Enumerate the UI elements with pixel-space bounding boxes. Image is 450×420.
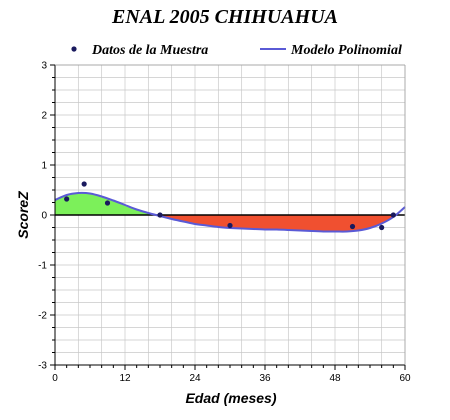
data-point: [104, 200, 111, 206]
x-tick-label: 24: [189, 373, 201, 384]
data-point: [379, 224, 385, 231]
x-tick-label: 0: [52, 373, 58, 384]
x-axis-label: Edad (meses): [185, 390, 276, 406]
data-point: [390, 212, 396, 218]
legend-marker-sample: [71, 46, 77, 52]
data-point: [157, 212, 163, 218]
legend: Datos de la Muestra Modelo Polinomial: [71, 43, 402, 58]
y-tick-label: -1: [38, 261, 47, 272]
data-point: [81, 181, 87, 187]
y-tick-label: 2: [41, 111, 47, 122]
data-point: [227, 222, 233, 229]
x-tick-label: 36: [259, 373, 271, 384]
chart-title: ENAL 2005 CHIHUAHUA: [111, 6, 338, 28]
legend-label-model: Modelo Polinomial: [290, 43, 402, 58]
data-point: [64, 196, 70, 202]
negative-area: [156, 215, 396, 232]
y-tick-label: 1: [41, 161, 47, 172]
y-tick-label: 3: [41, 61, 47, 72]
x-tick-label: 48: [329, 373, 341, 384]
y-tick-label: 0: [41, 211, 47, 222]
x-tick-label: 60: [399, 373, 411, 384]
data-point: [349, 223, 356, 230]
legend-label-sample: Datos de la Muestra: [91, 43, 208, 58]
y-axis-label: ScoreZ: [15, 191, 31, 239]
plot-area: 3 2 1 0 -1 -2 -3 0 12 24 36 48 60: [38, 61, 411, 385]
y-tick-label: -3: [38, 361, 47, 372]
y-tick-label: -2: [38, 311, 47, 322]
x-tick-label: 12: [119, 373, 131, 384]
